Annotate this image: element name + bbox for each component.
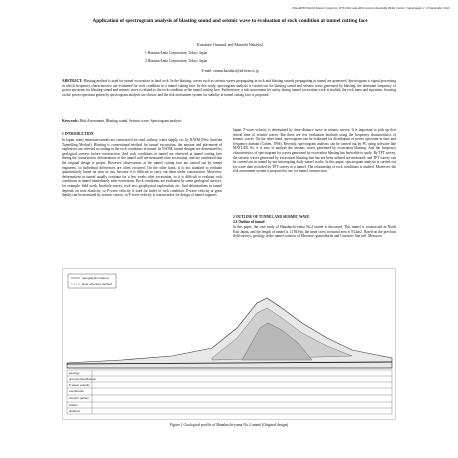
table-row-label: geology xyxy=(69,371,80,375)
figure-frame xyxy=(62,268,396,420)
paper-title: Application of spectrogram analysis of b… xyxy=(92,18,368,24)
email: E-mail: onuma.kazuhiro@ad-hzm.co.jp xyxy=(201,69,259,73)
abstract-label: ABSTRACT: xyxy=(62,79,83,83)
figure-caption: Figure 1 Geological profile of Hanabuchi… xyxy=(169,423,289,427)
tunnel-line xyxy=(66,361,393,365)
table-row-label: station xyxy=(69,403,78,407)
legend-box xyxy=(67,273,117,289)
legend-label: topographic method xyxy=(82,276,109,280)
section-heading: 2 OUTLINE OF TUNNEL AND SEISMIC WAVE xyxy=(233,215,310,219)
rock-layer xyxy=(241,322,313,361)
legend-label: layer structure method xyxy=(82,282,112,286)
profile-table xyxy=(66,369,393,415)
subsection-heading: 2.1 Outline of tunnel xyxy=(233,220,265,224)
paragraph: In this paper, the case study of Hanabuc… xyxy=(233,225,396,239)
table-row-label: ground classification xyxy=(69,377,97,381)
table-row-label: overburden xyxy=(69,389,85,393)
authors: Kazuhiro Onuma1 and Masashi Nakaya2 xyxy=(197,42,263,47)
paragraph: Japan. P-wave velocity is determined by … xyxy=(233,128,396,174)
abstract-text: Blasting method is used for tunnel excav… xyxy=(62,79,396,97)
table-row-label: distance xyxy=(69,409,81,413)
paragraph: In Japan, many mountain tunnels are cons… xyxy=(62,138,222,198)
table-row-label: P-wave velocity xyxy=(69,383,90,387)
figure: topographic method layer structure metho… xyxy=(62,268,396,420)
keywords-label: Keywords: xyxy=(62,119,79,123)
table-row-label: support pattern xyxy=(69,396,90,400)
running-header: ITA-AITES World Tunnel Congress, WTC2022… xyxy=(292,6,450,10)
section-heading: 1 INTRODUCTION xyxy=(62,132,94,136)
affiliation: 2 Hazama Ando Corporation, Tokyo, Japan xyxy=(145,59,208,63)
abstract: ABSTRACT: Blasting method is used for tu… xyxy=(62,79,396,97)
keywords-text: Risk Assessment, Blasting sound, Seismic… xyxy=(79,119,182,123)
affiliation: 1 Hazama Ando Corporation, Tokyo, Japan xyxy=(145,51,208,55)
keywords: Keywords: Risk Assessment, Blasting soun… xyxy=(62,119,396,124)
